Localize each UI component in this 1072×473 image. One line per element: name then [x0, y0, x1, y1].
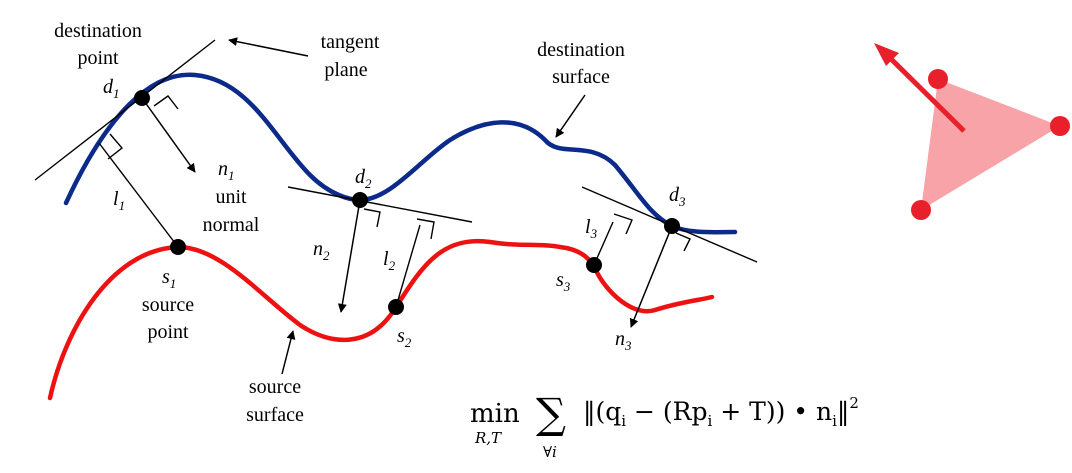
tangent-plane-label-line1: tangent	[321, 31, 380, 53]
source-point-label-line1: source	[142, 294, 194, 316]
right-angle-marker	[363, 208, 381, 228]
triangle-vertex	[911, 200, 931, 220]
source-surface-label-line1: source	[249, 376, 301, 398]
source-surface-pointer	[281, 330, 296, 375]
source-surface-curve	[47, 238, 715, 401]
destination-surface-label-line2: surface	[552, 66, 610, 88]
formula-sum-subscript: ∀i	[543, 443, 557, 461]
formula-min: min	[470, 399, 520, 429]
right-angle-marker	[153, 95, 179, 110]
triangle-normal-arrow	[883, 51, 966, 133]
source-point-s1	[170, 239, 186, 255]
triangle-face	[921, 79, 1060, 210]
normal-arrow-2	[337, 199, 361, 313]
symbol-l2: l2	[383, 248, 396, 273]
tangent-plane-label-line2: plane	[324, 59, 367, 81]
destination-point-d3	[664, 218, 680, 234]
destination-point-label-line2: point	[77, 47, 119, 69]
unit-normal-label-line1: unit	[215, 186, 247, 208]
symbol-d2: d2	[355, 166, 372, 191]
destination-point-label-line1: destination	[54, 20, 142, 42]
symbol-l1: l1	[113, 188, 125, 213]
destination-surface-curve	[63, 72, 738, 235]
formula-min-subscript: R,T	[474, 429, 502, 447]
objective-formula: min R,T ∑ ∀i ‖(qi − (Rpi + T)) • ni‖2	[470, 389, 859, 461]
tangent-line-1	[34, 39, 216, 181]
triangle-vertex	[928, 69, 948, 89]
formula-body: ‖(qi − (Rpi + T)) • ni‖2	[583, 394, 859, 430]
formula-sum: ∑	[536, 389, 566, 438]
right-angle-marker	[613, 213, 633, 235]
symbol-d1: d1	[103, 76, 120, 101]
tangent-plane-pointer	[228, 37, 309, 57]
tangent-line-2	[287, 186, 473, 223]
triangle-vertex	[1050, 116, 1070, 136]
triangle-normal-arrowhead	[874, 43, 899, 66]
symbol-n1: n1	[218, 158, 235, 183]
symbol-s3: s3	[556, 269, 571, 294]
destination-surface-label-line1: destination	[537, 39, 625, 61]
symbol-s2: s2	[397, 325, 412, 350]
symbol-n3: n3	[615, 328, 632, 353]
destination-point-d1	[134, 90, 150, 106]
symbol-s1: s1	[162, 266, 176, 291]
symbol-d3: d3	[669, 184, 686, 209]
destination-point-d2	[352, 192, 368, 208]
right-angle-marker	[107, 133, 124, 160]
source-surface-label-line2: surface	[246, 404, 304, 426]
unit-normal-label-line2: normal	[203, 214, 260, 236]
distance-line-2	[395, 224, 421, 308]
source-point-s3	[586, 257, 602, 273]
distance-line-1	[98, 142, 179, 248]
symbol-l3: l3	[585, 216, 598, 241]
source-point-label-line2: point	[147, 321, 189, 343]
right-angle-marker	[416, 218, 435, 240]
symbol-n2: n2	[313, 238, 330, 263]
normal-arrow-3	[629, 225, 673, 328]
source-point-s2	[388, 299, 404, 315]
right-angle-marker	[675, 232, 691, 252]
normal-arrow-1	[141, 97, 196, 173]
destination-surface-pointer	[555, 94, 586, 138]
triangle-normal-illustration	[874, 43, 1070, 220]
